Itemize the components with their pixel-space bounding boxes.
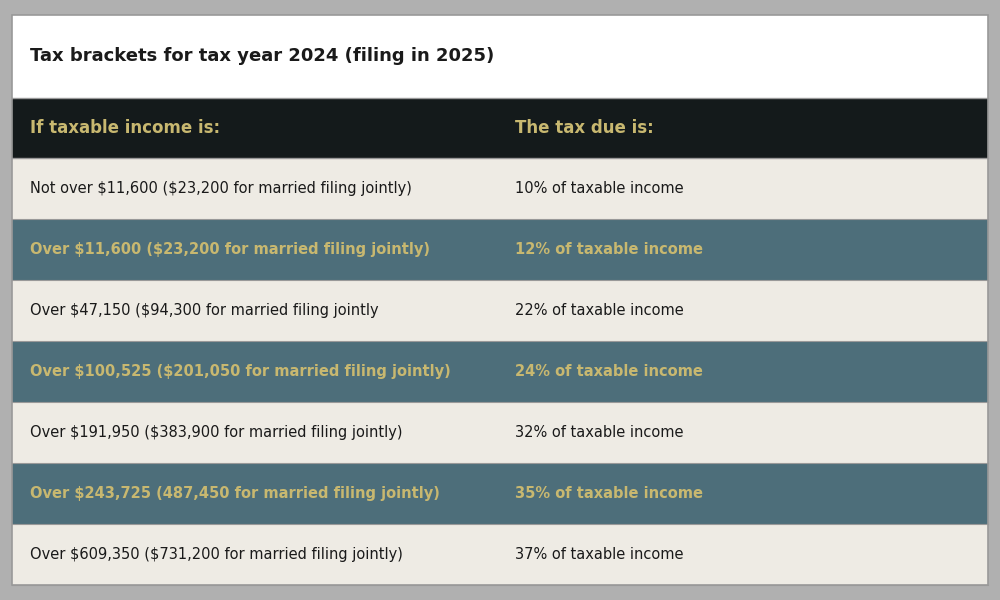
- Bar: [12, 402, 988, 463]
- Text: Over \$47,150 (\$94,300 for married filing jointly: Over \$47,150 (\$94,300 for married fili…: [30, 302, 379, 317]
- Text: Over \$100,525 (\$201,050 for married filing jointly): Over \$100,525 (\$201,050 for married fi…: [30, 364, 451, 379]
- Text: Over \$11,600 (\$23,200 for married filing jointly): Over \$11,600 (\$23,200 for married fili…: [30, 242, 430, 257]
- Text: 22% of taxable income: 22% of taxable income: [515, 302, 684, 317]
- Text: If taxable income is:: If taxable income is:: [30, 119, 220, 137]
- Bar: [12, 157, 988, 218]
- Text: Not over \$11,600 (\$23,200 for married filing jointly): Not over \$11,600 (\$23,200 for married …: [30, 181, 412, 196]
- Text: 37% of taxable income: 37% of taxable income: [515, 547, 684, 562]
- Bar: [12, 15, 988, 98]
- Text: Over \$609,350 (\$731,200 for married filing jointly): Over \$609,350 (\$731,200 for married fi…: [30, 547, 403, 562]
- Bar: [12, 463, 988, 524]
- Text: 12% of taxable income: 12% of taxable income: [515, 242, 703, 257]
- Text: The tax due is:: The tax due is:: [515, 119, 654, 137]
- Text: 24% of taxable income: 24% of taxable income: [515, 364, 703, 379]
- Bar: [12, 524, 988, 585]
- Bar: [12, 280, 988, 341]
- Bar: [12, 341, 988, 402]
- Text: Tax brackets for tax year 2024 (filing in 2025): Tax brackets for tax year 2024 (filing i…: [30, 47, 494, 65]
- Bar: [12, 218, 988, 280]
- Text: Over \$243,725 (487,450 for married filing jointly): Over \$243,725 (487,450 for married fili…: [30, 486, 440, 501]
- Text: 10% of taxable income: 10% of taxable income: [515, 181, 684, 196]
- Bar: [12, 98, 988, 157]
- Text: 35% of taxable income: 35% of taxable income: [515, 486, 703, 501]
- Text: Over \$191,950 (\$383,900 for married filing jointly): Over \$191,950 (\$383,900 for married fi…: [30, 425, 402, 440]
- Text: 32% of taxable income: 32% of taxable income: [515, 425, 684, 440]
